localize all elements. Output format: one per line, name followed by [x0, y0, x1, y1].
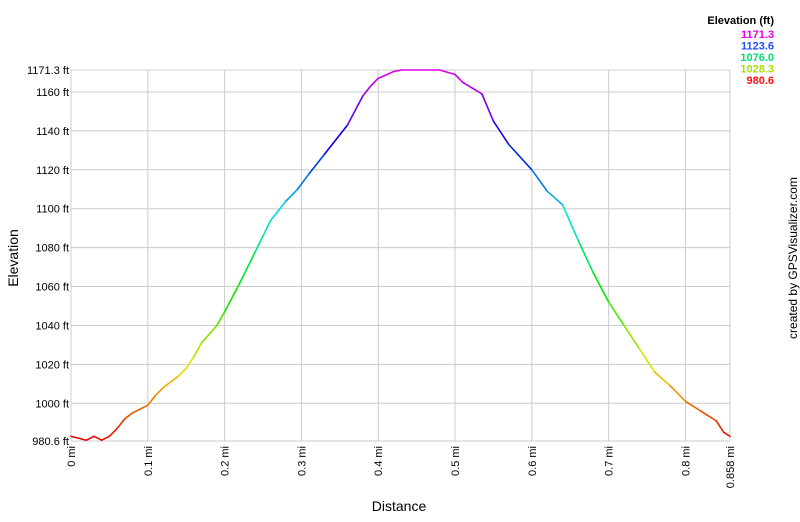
elevation-segment — [623, 324, 641, 350]
y-tick-label: 1020 ft — [35, 359, 69, 371]
elevation-segment — [77, 437, 88, 442]
elevation-segment — [461, 81, 483, 95]
elevation-segment — [254, 235, 264, 253]
x-axis-label: Distance — [372, 498, 427, 514]
x-tick-label: 0.5 mi — [450, 446, 462, 476]
elevation-segment — [546, 190, 564, 206]
elevation-segment — [346, 95, 364, 126]
elevation-segment — [438, 69, 456, 76]
elevation-segment — [93, 435, 103, 442]
legend-entry: 1123.6 — [741, 41, 774, 53]
elevation-segment — [308, 153, 326, 175]
x-tick-label: 0.7 mi — [604, 446, 616, 476]
elevation-segment — [607, 301, 625, 327]
elevation-segment — [116, 418, 126, 430]
elevation-segment — [269, 200, 287, 222]
elevation-segment — [377, 70, 395, 80]
elevation-segment — [154, 386, 164, 397]
x-tick-label: 0 mi — [66, 446, 78, 467]
elevation-segment — [669, 384, 687, 403]
y-ticks: 980.6 ft 1000 ft 1020 ft 1040 ft 1060 ft 1080… — [27, 65, 69, 448]
elevation-segment — [723, 431, 731, 438]
elevation-segment — [392, 69, 403, 73]
elevation-segment — [561, 204, 579, 241]
elevation-segment — [296, 172, 310, 191]
y-tick-label: 1171.3 ft — [27, 65, 69, 77]
x-tick-label: 0.6 mi — [527, 446, 539, 476]
y-tick-label: 1080 ft — [35, 243, 69, 255]
legend-entry: 1028.3 — [740, 64, 774, 76]
elevation-segment — [507, 143, 533, 171]
elevation-segment — [481, 93, 495, 122]
y-tick-label: 980.6 ft — [32, 436, 69, 448]
y-tick-label: 1160 ft — [36, 87, 69, 99]
elevation-line — [70, 69, 731, 442]
legend-title: Elevation (ft) — [707, 15, 774, 27]
elevation-segment — [123, 412, 134, 420]
x-ticks: 0 mi 0.1 mi 0.2 mi 0.3 mi 0.4 mi 0.5 mi 0.6 mi… — [66, 446, 737, 488]
elevation-segment — [369, 77, 380, 87]
elevation-segment — [454, 73, 464, 84]
elevation-segment — [70, 435, 80, 440]
elevation-segment — [653, 371, 671, 387]
elevation-segment — [223, 281, 241, 313]
y-tick-label: 1040 ft — [35, 320, 69, 332]
elevation-segment — [638, 347, 656, 373]
legend-entry: 1076.0 — [740, 52, 774, 64]
elevation-segment — [162, 375, 180, 389]
elevation-segment — [362, 85, 372, 97]
elevation-segment — [592, 272, 610, 303]
elevation-segment — [285, 188, 299, 202]
elevation-segment — [531, 169, 549, 193]
elevation-segment — [200, 324, 218, 344]
elevation-segment — [715, 419, 725, 434]
y-tick-label: 1100 ft — [36, 204, 69, 216]
legend-entry: 1171.3 — [741, 29, 774, 41]
elevation-segment — [262, 219, 272, 237]
elevation-segment — [323, 124, 349, 156]
x-tick-label: 0.4 mi — [373, 446, 385, 476]
elevation-segment — [239, 250, 257, 284]
elevation-segment — [185, 355, 195, 370]
grid — [70, 69, 731, 442]
elevation-segment — [684, 400, 702, 412]
x-tick-label: 0.3 mi — [296, 446, 308, 476]
x-tick-label: 0.8 mi — [680, 446, 692, 476]
elevation-segment — [177, 367, 188, 377]
elevation-segment — [193, 342, 203, 358]
x-tick-label: 0.1 mi — [143, 446, 155, 476]
elevation-segment — [108, 427, 118, 438]
elevation-segment — [85, 435, 95, 442]
elevation-segment — [216, 311, 226, 327]
y-tick-label: 1060 ft — [35, 282, 69, 294]
elevation-segment — [147, 394, 157, 407]
y-tick-label: 1120 ft — [36, 165, 69, 177]
y-tick-label: 1000 ft — [35, 398, 69, 410]
elevation-segment — [100, 435, 111, 442]
elevation-segment — [577, 239, 595, 274]
elevation-segment — [492, 120, 510, 146]
elevation-segment — [131, 404, 149, 414]
credit-text: created by GPSVisualizer.com — [786, 177, 800, 339]
x-tick-label: 0.2 mi — [220, 446, 232, 476]
legend-entry: 980.6 — [746, 75, 774, 87]
y-axis-label: Elevation — [5, 229, 21, 287]
elevation-segment — [700, 410, 717, 422]
y-tick-label: 1140 ft — [36, 126, 69, 138]
x-tick-label: 0.858 mi — [725, 446, 737, 488]
